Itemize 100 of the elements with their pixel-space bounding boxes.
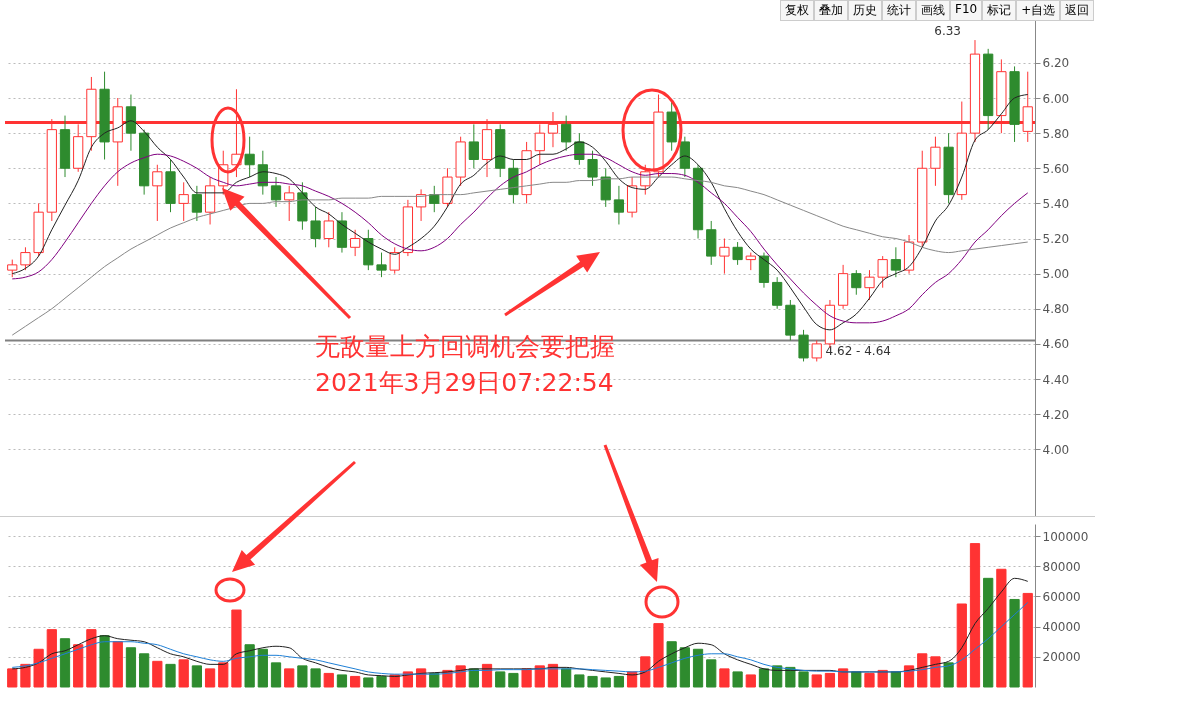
candlestick	[930, 136, 941, 187]
bar	[851, 671, 862, 688]
bar	[270, 662, 282, 688]
y-tick-label: 80000	[1042, 559, 1081, 574]
y-tick-label: 5.00	[1042, 267, 1070, 282]
bar	[336, 674, 348, 688]
candlestick	[587, 150, 598, 187]
bar	[389, 674, 400, 688]
candlestick	[811, 339, 822, 362]
candlestick	[851, 269, 862, 296]
candlestick	[20, 246, 31, 271]
bar	[495, 671, 506, 688]
bar	[996, 568, 1007, 688]
bar	[508, 672, 519, 688]
y-tick-label: 5.60	[1042, 161, 1070, 176]
y-tick-label: 4.80	[1042, 302, 1070, 317]
bar	[86, 629, 97, 688]
bar	[561, 668, 572, 688]
candlestick	[152, 164, 163, 222]
y-tick-label: 40000	[1042, 620, 1081, 635]
bar	[943, 662, 954, 688]
bar	[1009, 598, 1020, 688]
bar	[244, 644, 255, 688]
bar	[600, 677, 611, 688]
bar	[59, 638, 71, 688]
y-tick-label: 4.00	[1042, 442, 1070, 457]
bar	[969, 543, 981, 688]
bar	[112, 641, 123, 688]
bar	[903, 665, 915, 688]
candlestick	[600, 167, 611, 208]
candlestick	[890, 246, 901, 278]
bar	[152, 660, 163, 688]
candlestick	[310, 206, 321, 248]
bar	[323, 672, 334, 688]
text: 画线	[916, 0, 950, 21]
bar	[574, 674, 585, 688]
candlestick	[877, 255, 888, 289]
bar	[231, 609, 242, 688]
line-series	[11, 601, 1029, 675]
text: F10	[950, 0, 983, 21]
bar	[956, 603, 967, 688]
bar	[1022, 592, 1033, 688]
candlestick	[244, 136, 255, 178]
bar	[613, 675, 625, 688]
bar	[679, 647, 690, 688]
candlestick	[719, 238, 730, 275]
bar	[310, 668, 321, 688]
text: +自选	[1016, 0, 1061, 21]
y-tick-label: 100000	[1042, 529, 1089, 544]
bar	[745, 674, 756, 688]
line-series	[11, 94, 1029, 331]
y-tick-label: 6.20	[1042, 56, 1070, 71]
bar	[284, 668, 295, 688]
annotation: 2021年3月29日07:22:54	[315, 367, 614, 399]
bar	[758, 668, 770, 688]
bar	[204, 668, 216, 688]
y-tick-label: 5.40	[1042, 196, 1070, 211]
y-tick-label: 60000	[1042, 589, 1081, 604]
text: 返回	[1060, 0, 1095, 21]
candlestick	[613, 185, 625, 225]
bar	[376, 675, 387, 688]
annotation: 无敌量上方回调机会要把握	[315, 331, 615, 363]
bar	[706, 659, 717, 688]
candlestick	[191, 185, 202, 222]
candlestick	[468, 123, 479, 169]
bar	[178, 659, 189, 688]
y-tick-label: 20000	[1042, 650, 1081, 665]
candlestick	[798, 329, 809, 362]
bar	[890, 671, 901, 688]
bar	[930, 656, 941, 688]
bar	[125, 647, 137, 688]
bar	[640, 656, 651, 688]
bar	[257, 648, 268, 688]
bar	[521, 668, 532, 688]
text: 叠加	[814, 0, 848, 21]
candlestick	[429, 185, 440, 213]
bar	[99, 635, 110, 688]
bar	[73, 644, 84, 688]
bar	[587, 675, 598, 688]
candlestick	[561, 115, 572, 152]
bar	[429, 672, 440, 688]
bar	[838, 668, 849, 688]
bar	[983, 577, 994, 688]
text: 标记	[982, 0, 1017, 21]
y-tick-label: 4.40	[1042, 372, 1070, 387]
line-series	[11, 577, 1029, 677]
candlestick	[389, 246, 400, 275]
candlestick	[284, 185, 295, 222]
text: 历史	[848, 0, 882, 21]
bar	[692, 648, 704, 688]
bar	[864, 672, 875, 688]
candlestick	[323, 211, 334, 248]
candlestick	[772, 276, 783, 310]
bar	[402, 671, 414, 688]
bar	[534, 665, 545, 688]
y-tick-label: 4.60	[1042, 337, 1070, 352]
bar	[653, 623, 664, 688]
bar	[350, 675, 361, 688]
candlestick	[350, 229, 361, 257]
bar	[732, 671, 743, 688]
